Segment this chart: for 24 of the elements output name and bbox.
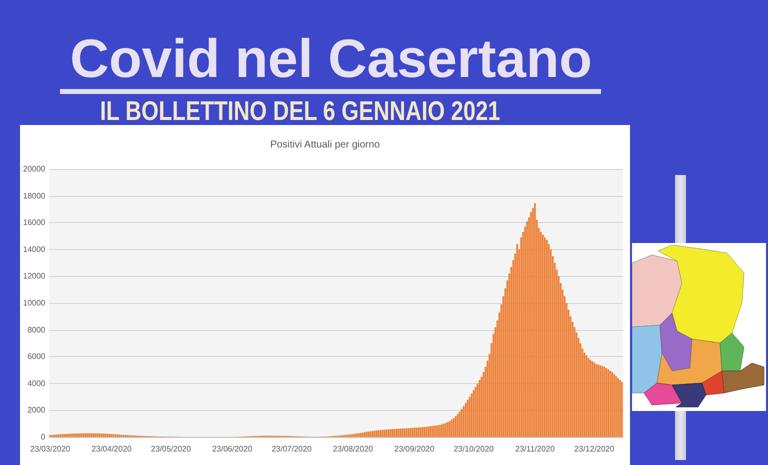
text: IL BOLLETTINO DEL 6 GENNAIO 2021: [100, 96, 500, 126]
x-tick-label: 23/09/2020: [394, 444, 435, 454]
y-tick-label: 0: [40, 432, 46, 442]
x-tick-label: 23/10/2020: [454, 444, 494, 454]
x-tick-label: 23/06/2020: [212, 444, 253, 454]
y-tick-label: 6000: [27, 352, 46, 362]
chart-title: Positivi Attuali per giorno: [270, 140, 380, 150]
x-tick-label: 23/07/2020: [272, 444, 312, 454]
x-tick-label: 23/03/2020: [30, 444, 71, 454]
y-tick-label: 2000: [27, 406, 46, 415]
y-tick-label: 18000: [22, 191, 46, 200]
x-tick-label: 23/08/2020: [332, 444, 374, 454]
y-tick-label: 16000: [22, 218, 46, 228]
y-tick-label: 4000: [27, 378, 46, 388]
x-tick-label: 23/05/2020: [150, 444, 192, 454]
y-tick-label: 14000: [22, 244, 46, 254]
x-tick-label: 23/04/2020: [92, 444, 132, 454]
x-tick-label: 23/12/2020: [574, 444, 615, 454]
y-tick-label: 12000: [22, 272, 46, 281]
text: Covid nel Casertano: [68, 29, 594, 89]
y-tick-label: 8000: [27, 325, 46, 334]
x-tick-label: 23/11/2020: [515, 444, 556, 454]
y-tick-label: 10000: [22, 298, 46, 308]
y-tick-label: 20000: [22, 164, 46, 174]
